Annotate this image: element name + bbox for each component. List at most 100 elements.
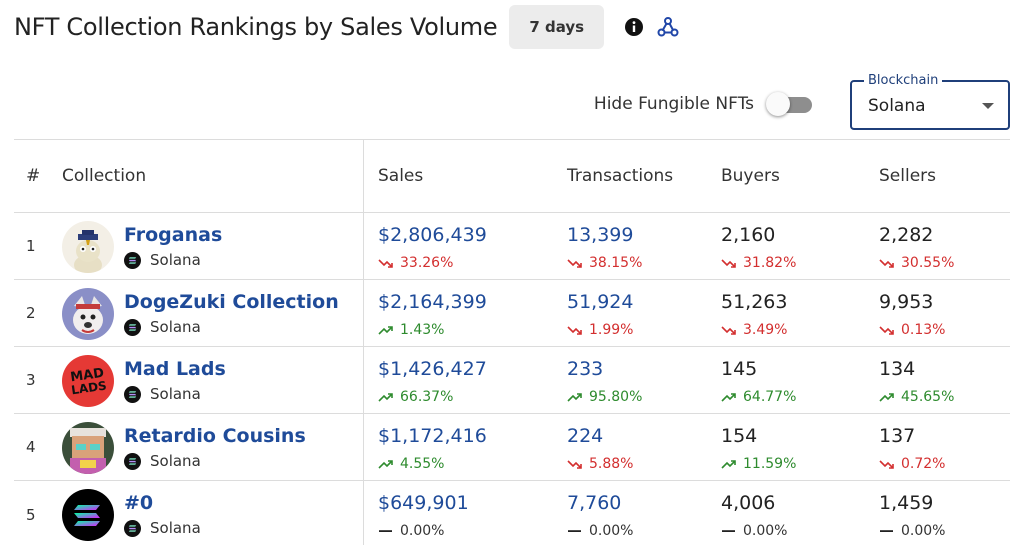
sellers-change-value: 45.65% (901, 389, 955, 405)
webhook-icon[interactable] (656, 15, 680, 39)
sales-change-value: 33.26% (400, 255, 454, 271)
chain-label: Solana (150, 452, 201, 470)
sellers-change: 0.00% (879, 523, 945, 539)
toggle-knob[interactable] (766, 92, 790, 116)
sellers-cell: 9,953 0.13% (869, 280, 1010, 346)
chain-info: Solana (124, 452, 201, 470)
table-row[interactable]: 3 MAD LADS Mad Lads Solana $1,426,427 66.37% 23… (14, 347, 1010, 414)
sales-change: 66.37% (378, 389, 453, 405)
column-header-buyers-cell: Buyers (711, 140, 869, 212)
sales-cell: $1,172,416 4.55% (364, 414, 553, 480)
buyers-change-value: 3.49% (743, 322, 788, 338)
sales-value[interactable]: $649,901 (378, 492, 469, 514)
transactions-cell: 13,399 38.15% (553, 213, 711, 279)
collection-avatar[interactable] (62, 489, 114, 541)
sales-value[interactable]: $2,164,399 (378, 291, 487, 313)
buyers-cell: 154 11.59% (711, 414, 869, 480)
buyers-change: 3.49% (721, 322, 787, 338)
sales-value[interactable]: $1,426,427 (378, 358, 487, 380)
collection-name-link[interactable]: DogeZuki Collection (124, 291, 339, 313)
sellers-cell: 134 45.65% (869, 347, 1010, 413)
transactions-change-value: 0.00% (589, 523, 634, 539)
collection-cell: DogeZuki Collection Solana (62, 280, 364, 346)
hide-fungible-label: Hide Fungible NFTs (593, 94, 754, 114)
transactions-value[interactable]: 7,760 (567, 492, 622, 514)
sales-change: 0.00% (378, 523, 444, 539)
sellers-change: 0.72% (879, 456, 945, 472)
blockchain-select[interactable]: Blockchain Solana (850, 73, 1010, 130)
sellers-value: 137 (879, 425, 916, 447)
collection-cell: #0 Solana (62, 481, 364, 545)
sales-change-value: 4.55% (400, 456, 445, 472)
buyers-cell: 145 64.77% (711, 347, 869, 413)
chain-info: Solana (124, 318, 201, 336)
rank-cell: 5 (26, 505, 36, 524)
sales-value[interactable]: $2,806,439 (378, 224, 487, 246)
collection-cell: Retardio Cousins Solana (62, 414, 364, 480)
column-header-collection-cell: Collection (62, 140, 364, 212)
sales-cell: $2,164,399 1.43% (364, 280, 553, 346)
collection-name-link[interactable]: #0 (124, 492, 154, 514)
trend-flat-icon (721, 525, 737, 537)
collection-name-link[interactable]: Froganas (124, 224, 223, 246)
trend-up-icon (721, 458, 737, 470)
sellers-change: 30.55% (879, 255, 954, 271)
column-header-buyers[interactable]: Buyers (721, 166, 780, 186)
sellers-cell: 1,459 0.00% (869, 481, 1010, 545)
chain-label: Solana (150, 519, 201, 537)
transactions-cell: 224 5.88% (553, 414, 711, 480)
trend-flat-icon (567, 525, 583, 537)
transactions-value[interactable]: 224 (567, 425, 604, 447)
transactions-change: 5.88% (567, 456, 633, 472)
transactions-change: 0.00% (567, 523, 633, 539)
solana-icon (124, 519, 141, 537)
period-selector-button[interactable]: 7 days (509, 5, 605, 49)
info-icon[interactable] (624, 17, 644, 37)
chain-label: Solana (150, 385, 201, 403)
collection-avatar[interactable] (62, 221, 114, 273)
transactions-change: 95.80% (567, 389, 642, 405)
rankings-table: # Collection Sales Transactions Buyers S… (14, 139, 1010, 545)
column-header-sales[interactable]: Sales (378, 166, 424, 186)
chain-info: Solana (124, 251, 201, 269)
solana-icon (124, 318, 141, 336)
sellers-value: 2,282 (879, 224, 934, 246)
sales-value[interactable]: $1,172,416 (378, 425, 487, 447)
transactions-value[interactable]: 233 (567, 358, 604, 380)
column-header-sellers[interactable]: Sellers (879, 166, 937, 186)
column-header-transactions-cell: Transactions (553, 140, 711, 212)
transactions-value[interactable]: 13,399 (567, 224, 634, 246)
table-row[interactable]: 1 Froganas Solana $2,806,439 33.26% 13,399 38.… (14, 213, 1010, 280)
column-header-collection[interactable]: Collection (62, 166, 147, 186)
collection-name-link[interactable]: Mad Lads (124, 358, 226, 380)
collection-avatar[interactable]: MAD LADS (62, 355, 114, 407)
sales-change-value: 1.43% (400, 322, 445, 338)
svg-text:MAD: MAD (69, 366, 105, 386)
table-row[interactable]: 5 #0 Solana $649,901 0.00% 7,760 0.00% 4,006 0.0… (14, 481, 1010, 545)
buyers-change: 31.82% (721, 255, 796, 271)
solana-icon (124, 385, 141, 403)
sales-change: 33.26% (378, 255, 453, 271)
collection-avatar[interactable] (62, 422, 114, 474)
transactions-value[interactable]: 51,924 (567, 291, 634, 313)
collection-name-link[interactable]: Retardio Cousins (124, 425, 306, 447)
table-row[interactable]: 4 Retardio Cousins Solana $1,172,416 4.55% 22… (14, 414, 1010, 481)
trend-down-icon (567, 257, 583, 269)
filter-controls: Hide Fungible NFTs Blockchain Solana (594, 72, 1010, 130)
hide-fungible-toggle[interactable] (766, 91, 814, 117)
collection-cell: MAD LADS Mad Lads Solana (62, 347, 364, 413)
rank-cell: 3 (26, 371, 36, 389)
sellers-change-value: 0.13% (901, 322, 946, 338)
sellers-change-value: 30.55% (901, 255, 955, 271)
trend-up-icon (567, 391, 583, 403)
table-header-row: # Collection Sales Transactions Buyers S… (14, 140, 1010, 213)
sellers-cell: 137 0.72% (869, 414, 1010, 480)
collection-avatar[interactable] (62, 288, 114, 340)
buyers-change: 0.00% (721, 523, 787, 539)
chain-label: Solana (150, 251, 201, 269)
column-header-transactions[interactable]: Transactions (567, 166, 674, 186)
sales-cell: $649,901 0.00% (364, 481, 553, 545)
table-row[interactable]: 2 DogeZuki Collection Solana $2,164,399 1.43… (14, 280, 1010, 347)
trend-flat-icon (378, 525, 394, 537)
buyers-cell: 4,006 0.00% (711, 481, 869, 545)
